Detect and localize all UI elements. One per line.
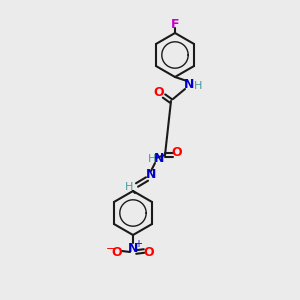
- Text: F: F: [171, 17, 179, 31]
- Text: N: N: [128, 242, 138, 256]
- Text: H: H: [148, 154, 156, 164]
- Text: +: +: [134, 239, 142, 249]
- Text: O: O: [154, 86, 164, 100]
- Text: N: N: [146, 169, 156, 182]
- Text: H: H: [194, 81, 202, 91]
- Text: O: O: [172, 146, 182, 160]
- Text: N: N: [154, 152, 164, 166]
- Text: −: −: [106, 244, 116, 254]
- Text: O: O: [144, 247, 154, 260]
- Text: H: H: [125, 182, 133, 192]
- Text: N: N: [184, 79, 194, 92]
- Text: O: O: [112, 247, 122, 260]
